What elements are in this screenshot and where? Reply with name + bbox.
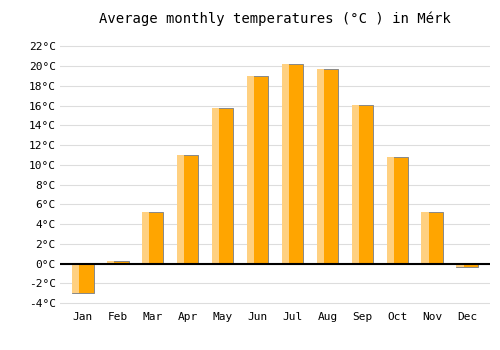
Bar xyxy=(107,261,114,264)
Bar xyxy=(72,264,94,293)
Bar xyxy=(282,64,304,264)
Bar xyxy=(107,261,128,264)
Bar xyxy=(72,264,80,293)
Bar xyxy=(386,157,408,264)
Bar xyxy=(316,69,324,264)
Bar xyxy=(456,264,464,267)
Bar xyxy=(212,107,220,264)
Bar xyxy=(177,155,184,264)
Bar xyxy=(142,212,150,264)
Bar xyxy=(282,64,289,264)
Bar xyxy=(212,107,234,264)
Bar xyxy=(422,212,429,264)
Bar xyxy=(316,69,338,264)
Bar xyxy=(352,105,359,264)
Bar xyxy=(352,105,373,264)
Bar xyxy=(142,212,164,264)
Title: Average monthly temperatures (°C ) in Mérk: Average monthly temperatures (°C ) in Mé… xyxy=(99,12,451,26)
Bar xyxy=(246,76,268,264)
Bar xyxy=(386,157,394,264)
Bar xyxy=(177,155,199,264)
Bar xyxy=(456,264,478,267)
Bar xyxy=(246,76,254,264)
Bar xyxy=(422,212,443,264)
